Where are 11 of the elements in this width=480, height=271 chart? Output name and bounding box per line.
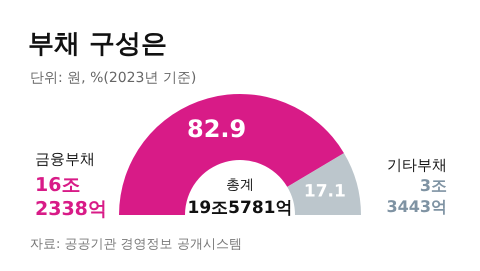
chart-subtitle: 단위: 원, %(2023년 기준) bbox=[30, 70, 196, 86]
slice-label: 기타부채 bbox=[387, 156, 447, 174]
text: 총계 bbox=[226, 177, 254, 193]
data-label: 17.1 bbox=[304, 182, 346, 202]
text: 19조5781억 bbox=[188, 198, 292, 218]
text: 자료: 공공기관 경영정보 공개시스템 bbox=[30, 237, 242, 252]
slice-label: 금융부채 bbox=[35, 150, 95, 168]
text: 16조 2338억 bbox=[35, 174, 107, 220]
data-label: 82.9 bbox=[187, 115, 246, 144]
text: 3조 3443억 bbox=[386, 176, 447, 216]
chart-title: 부채 구성은 bbox=[28, 29, 168, 59]
